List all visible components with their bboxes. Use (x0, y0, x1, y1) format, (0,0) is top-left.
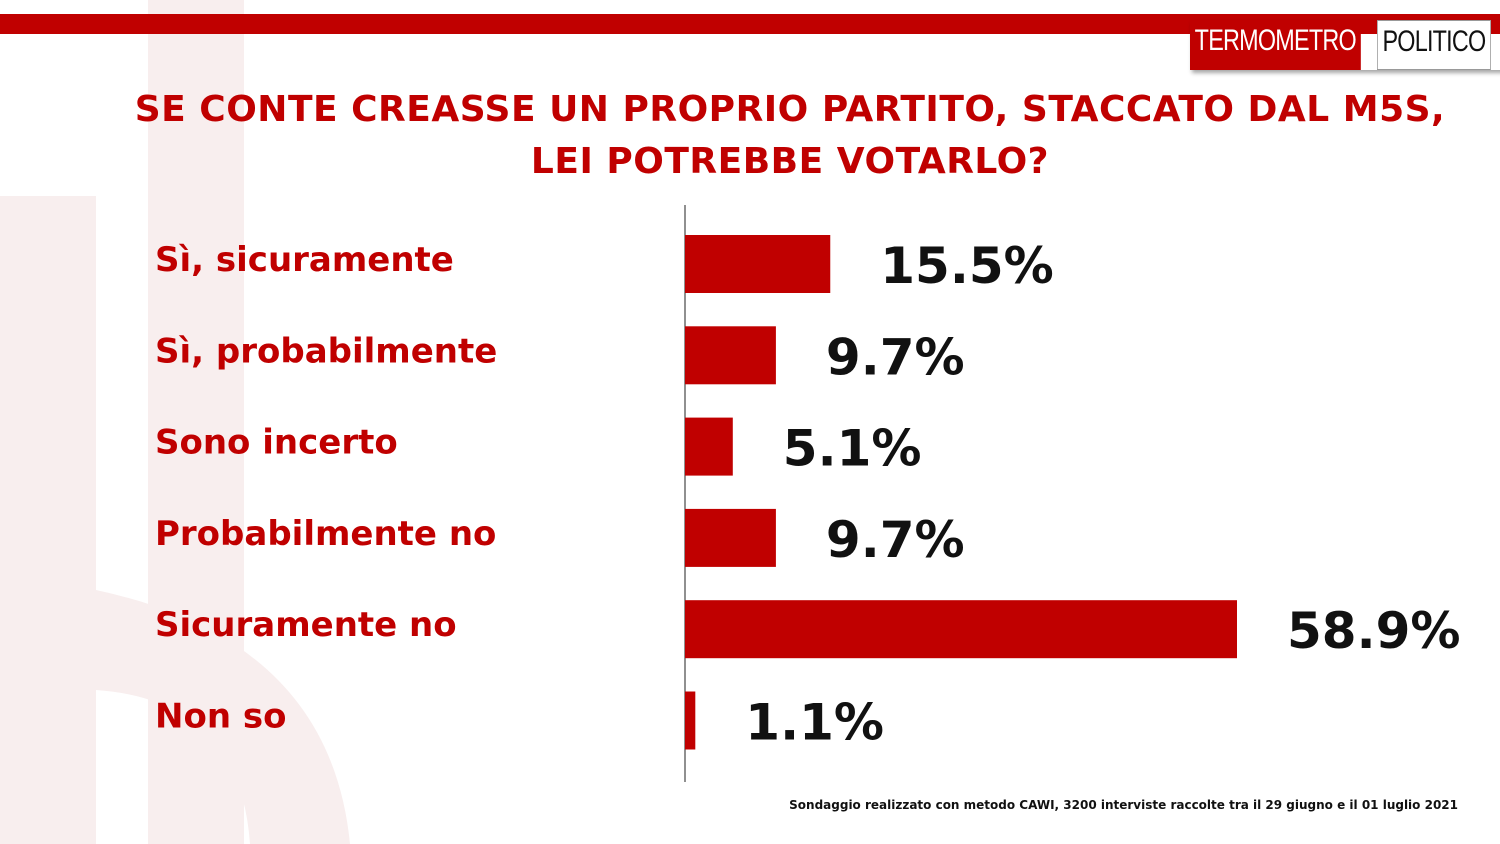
value-label: 9.7% (826, 328, 965, 386)
category-label: Sì, probabilmente (155, 331, 497, 371)
bar (685, 691, 696, 750)
bar (685, 235, 831, 293)
value-label: 1.1% (745, 694, 884, 752)
top-accent-bar (0, 14, 1500, 34)
chart-title: SE CONTE CREASSE UN PROPRIO PARTITO, STA… (134, 89, 1446, 182)
bar (685, 600, 1237, 659)
category-label: Sicuramente no (155, 605, 457, 645)
bar (685, 508, 776, 567)
survey-footnote: Sondaggio realizzato con metodo CAWI, 32… (789, 798, 1458, 812)
value-label: 58.9% (1287, 602, 1460, 660)
logo-text-politico: POLITICO (1376, 20, 1491, 70)
bar (685, 326, 776, 385)
category-label: Non so (155, 697, 286, 737)
termometro-politico-logo: TERMOMETRO POLITICO (1190, 20, 1500, 70)
category-label: Probabilmente no (155, 514, 496, 554)
logo-text-termometro: TERMOMETRO (1190, 20, 1361, 70)
bar (685, 417, 733, 476)
category-label: Sono incerto (155, 423, 398, 463)
value-label: 5.1% (783, 420, 922, 478)
value-label: 9.7% (826, 511, 965, 569)
value-label: 15.5% (880, 237, 1053, 295)
category-label: Sì, sicuramente (155, 240, 454, 280)
